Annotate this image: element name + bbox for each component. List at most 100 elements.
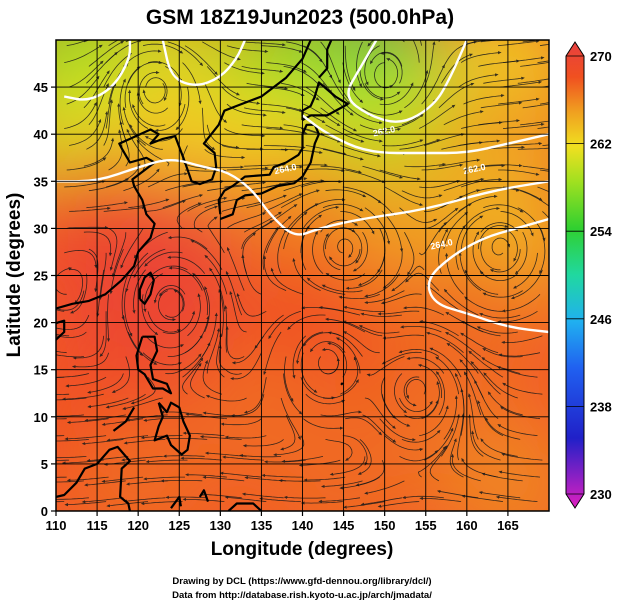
temperature-field bbox=[56, 40, 549, 511]
streamline-554 bbox=[501, 453, 543, 461]
streamline-157 bbox=[154, 104, 186, 133]
streamline-377 bbox=[343, 305, 385, 312]
streamline-233 bbox=[224, 435, 267, 439]
streamline-182 bbox=[206, 66, 240, 96]
streamline-74 bbox=[87, 397, 129, 409]
streamline-410 bbox=[404, 69, 429, 109]
streamline-67 bbox=[105, 40, 143, 63]
streamline-36 bbox=[83, 231, 113, 257]
y-tick-label-40: 40 bbox=[34, 127, 48, 142]
streamline-308 bbox=[287, 314, 326, 331]
streamline-171 bbox=[168, 266, 203, 291]
x-tick-label-145: 145 bbox=[333, 518, 355, 533]
streamline-198 bbox=[221, 200, 263, 212]
streamline-399 bbox=[358, 325, 400, 334]
streamline-244 bbox=[263, 193, 303, 212]
streamline-112 bbox=[145, 77, 168, 102]
coastline-12 bbox=[227, 502, 263, 511]
streamline-424 bbox=[380, 293, 422, 305]
streamline-501 bbox=[478, 119, 520, 126]
streamline-411 bbox=[380, 51, 403, 84]
streamline-146 bbox=[187, 293, 201, 337]
streamline-84 bbox=[123, 168, 160, 192]
streamline-9 bbox=[56, 309, 65, 312]
streamline-315 bbox=[320, 165, 362, 174]
streamline-441 bbox=[435, 371, 445, 416]
x-tick-label-135: 135 bbox=[251, 518, 273, 533]
streamline-0 bbox=[56, 501, 65, 503]
contours: 264.0 262.0 262.0 264.0 bbox=[56, 40, 549, 334]
streamline-75 bbox=[87, 373, 124, 394]
streamline-318 bbox=[320, 107, 358, 132]
streamline-540 bbox=[479, 270, 519, 281]
coastline-8 bbox=[112, 406, 136, 432]
streamline-72 bbox=[81, 439, 124, 446]
x-tick-label-110: 110 bbox=[46, 518, 67, 533]
streamline-240 bbox=[241, 254, 262, 295]
contour-264-5 bbox=[427, 217, 549, 334]
colorbar-ticks: 230 238 246 254 262 270 bbox=[566, 49, 612, 502]
streamline-140 bbox=[145, 459, 188, 464]
streamline-530 bbox=[481, 472, 523, 482]
streamline-62 bbox=[108, 129, 123, 171]
streamline-139 bbox=[143, 476, 185, 481]
streamline-160 bbox=[184, 45, 218, 76]
streamline-55 bbox=[99, 311, 107, 358]
streamline-40 bbox=[86, 110, 109, 150]
streamline-465 bbox=[435, 356, 459, 395]
streamline-393 bbox=[399, 450, 439, 462]
streamline-450 bbox=[438, 203, 472, 233]
streamline-551 bbox=[522, 40, 541, 43]
streamline-164 bbox=[165, 436, 208, 441]
streamline-555 bbox=[497, 424, 538, 436]
streamline-385 bbox=[382, 139, 424, 147]
streamline-484 bbox=[450, 453, 481, 482]
streamline-147 bbox=[159, 288, 185, 312]
streamline-77 bbox=[127, 331, 158, 365]
streamline-553 bbox=[498, 470, 541, 478]
streamline-266 bbox=[285, 203, 319, 233]
colorbar-label-254: 254 bbox=[590, 224, 612, 239]
contour-262-2 bbox=[347, 40, 468, 123]
streamline-11 bbox=[69, 268, 84, 304]
streamline-328 bbox=[327, 342, 348, 378]
streamline-66 bbox=[103, 52, 133, 88]
streamline-46 bbox=[64, 501, 107, 507]
streamline-59 bbox=[108, 228, 118, 271]
streamline-480 bbox=[458, 73, 499, 88]
streamline-227 bbox=[246, 82, 289, 90]
streamline-50 bbox=[66, 418, 109, 425]
streamline-49 bbox=[64, 435, 107, 441]
streamline-214 bbox=[225, 326, 245, 360]
streamline-256 bbox=[242, 439, 284, 448]
streamline-366 bbox=[359, 66, 384, 101]
streamline-562 bbox=[501, 294, 541, 313]
streamline-32 bbox=[56, 314, 90, 330]
streamline-99 bbox=[142, 352, 183, 366]
streamline-253 bbox=[241, 492, 284, 499]
coastline-1 bbox=[217, 123, 320, 221]
streamline-400 bbox=[360, 312, 402, 317]
streamline-120 bbox=[122, 397, 163, 410]
streamline-531 bbox=[480, 438, 518, 457]
streamline-132 bbox=[129, 124, 163, 150]
streamline-563 bbox=[510, 269, 543, 300]
streamline-524 bbox=[502, 122, 545, 129]
streamline-473 bbox=[463, 206, 500, 229]
streamline-557 bbox=[502, 382, 543, 395]
streamline-8 bbox=[56, 333, 70, 337]
streamline-336 bbox=[340, 211, 375, 235]
streamline-187 bbox=[182, 431, 225, 436]
streamline-341 bbox=[344, 103, 383, 125]
y-tick-label-35: 35 bbox=[34, 174, 48, 189]
streamline-38 bbox=[88, 178, 130, 192]
streamline-173 bbox=[167, 235, 208, 250]
streamline-142 bbox=[143, 417, 186, 422]
streamline-461 bbox=[449, 438, 464, 478]
streamline-101 bbox=[147, 311, 181, 333]
streamline-329 bbox=[309, 341, 346, 353]
streamline-150 bbox=[144, 251, 183, 267]
streamline-241 bbox=[262, 226, 279, 270]
streamline-573 bbox=[537, 60, 549, 63]
